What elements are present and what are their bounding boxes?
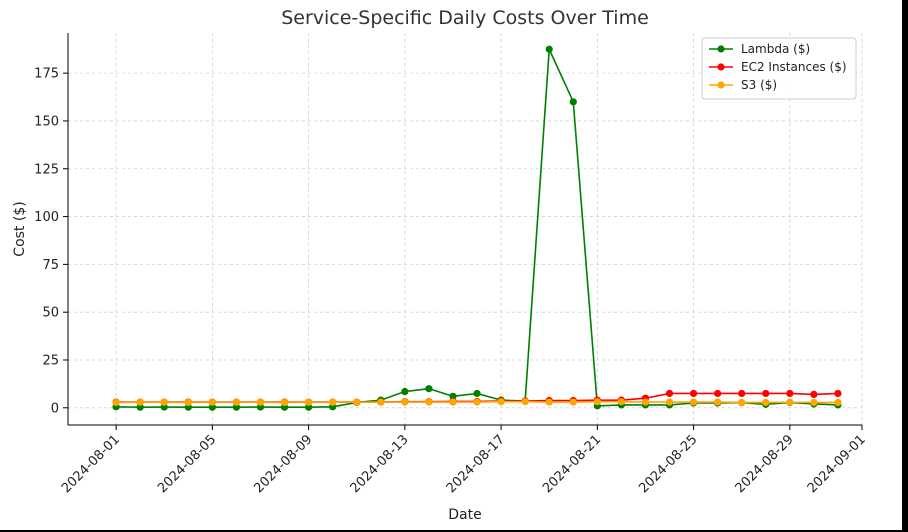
data-point: [762, 389, 770, 398]
x-tick-label: 2024-08-29: [733, 432, 797, 496]
data-point: [569, 98, 577, 106]
data-point: [136, 398, 144, 406]
legend-label: S3 ($): [741, 78, 777, 92]
data-point: [401, 398, 409, 406]
data-point: [208, 398, 216, 406]
y-tick-label: 125: [34, 162, 59, 177]
legend-swatch-marker: [717, 63, 725, 71]
legend-label: Lambda ($): [741, 42, 810, 56]
data-point: [521, 398, 529, 406]
data-point: [425, 398, 433, 406]
series-layer: [112, 45, 842, 411]
data-point: [665, 389, 674, 398]
x-tick-label: 2024-08-21: [540, 432, 604, 496]
data-point: [786, 398, 794, 406]
data-point: [810, 398, 818, 407]
data-point: [136, 403, 144, 411]
x-tick-label: 2024-08-25: [636, 432, 700, 496]
data-point: [545, 398, 553, 406]
data-point: [834, 389, 842, 398]
x-tick-label: 2024-08-09: [251, 432, 315, 496]
data-point: [305, 398, 313, 406]
grid-layer: [68, 33, 863, 425]
data-point: [449, 392, 457, 400]
data-point: [280, 398, 289, 407]
data-point: [256, 398, 265, 406]
data-point: [208, 403, 216, 411]
x-tick-label: 2024-08-13: [348, 432, 412, 496]
data-point: [786, 389, 794, 398]
x-tick-label: 2024-08-05: [155, 432, 219, 496]
series-lambda: [112, 45, 842, 411]
data-point: [593, 398, 601, 406]
data-point: [810, 390, 818, 399]
data-point: [689, 389, 698, 398]
x-tick-label: 2024-08-17: [444, 432, 508, 496]
data-point: [714, 389, 722, 398]
legend-label: EC2 Instances ($): [741, 60, 847, 74]
data-point: [473, 389, 481, 398]
x-tick-label: 2024-08-01: [59, 432, 123, 496]
y-tick-label: 175: [34, 67, 59, 82]
chart-title: Service-Specific Daily Costs Over Time: [281, 7, 649, 29]
series-line: [116, 48, 838, 409]
data-point: [738, 389, 746, 398]
legend-swatch-marker: [717, 81, 725, 89]
data-point: [329, 398, 337, 406]
data-point: [473, 398, 481, 406]
data-point: [232, 403, 241, 411]
data-point: [425, 385, 433, 393]
data-point: [762, 398, 770, 407]
data-point: [641, 398, 650, 406]
legend-box: [701, 37, 857, 100]
data-point: [738, 398, 746, 407]
data-point: [232, 398, 241, 406]
y-tick-label: 50: [42, 306, 59, 321]
data-point: [689, 398, 698, 406]
legend-swatch-marker: [717, 45, 725, 53]
data-point: [834, 398, 842, 407]
data-point: [353, 398, 361, 406]
y-tick-label: 0: [51, 401, 59, 416]
data-point: [401, 387, 409, 396]
data-point: [545, 45, 553, 53]
x-axis-label: Date: [448, 507, 481, 523]
data-point: [184, 398, 192, 407]
data-point: [714, 398, 722, 406]
data-point: [569, 398, 577, 406]
data-point: [665, 398, 674, 406]
series-s3: [112, 398, 842, 407]
data-point: [449, 398, 457, 406]
y-tick-label: 100: [34, 210, 59, 225]
data-point: [617, 398, 625, 406]
data-point: [112, 398, 120, 407]
y-tick-label: 75: [42, 258, 59, 273]
y-tick-label: 25: [42, 353, 59, 368]
data-point: [377, 398, 385, 406]
legend: Lambda ($) EC2 Instances ($) S3 ($): [701, 37, 857, 100]
data-point: [160, 398, 168, 406]
data-point: [305, 403, 313, 411]
y-axis-label: Cost ($): [12, 201, 28, 256]
data-point: [497, 398, 505, 406]
y-tick-label: 150: [34, 114, 59, 129]
x-tick-label: 2024-09-01: [805, 432, 869, 496]
